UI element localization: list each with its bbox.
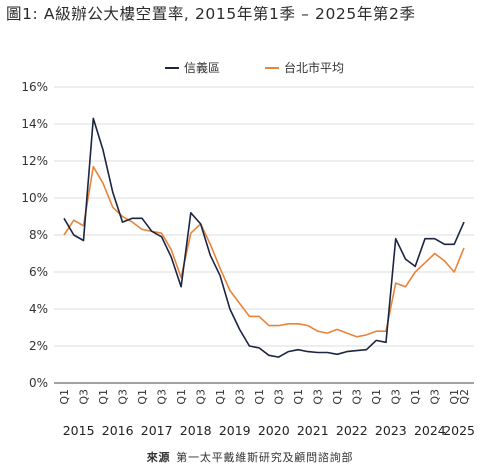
x-tick-label: Q3 (351, 389, 364, 405)
x-year-label: 2016 (102, 423, 134, 438)
series-line (63, 165, 465, 338)
y-tick-label: 0% (29, 376, 48, 390)
x-tick-label: Q3 (312, 389, 325, 405)
x-tick-label: Q1 (97, 389, 110, 405)
x-year-label: 2018 (180, 423, 212, 438)
y-tick-label: 2% (29, 339, 48, 353)
legend-label: 台北市平均 (284, 60, 344, 75)
x-tick-label: Q1 (292, 389, 305, 405)
y-tick-label: 6% (29, 265, 48, 279)
x-tick-label: Q3 (117, 389, 130, 405)
x-tick-label: Q1 (58, 389, 71, 405)
x-year-label: 2017 (141, 423, 173, 438)
y-tick-label: 10% (21, 191, 48, 205)
x-year-label: 2023 (375, 423, 407, 438)
y-tick-label: 16% (21, 80, 48, 94)
x-year-label: 2020 (258, 423, 290, 438)
x-year-label: 2015 (63, 423, 95, 438)
x-year-label: 2021 (297, 423, 329, 438)
y-tick-label: 12% (21, 154, 48, 168)
x-tick-label: Q1 (370, 389, 383, 405)
series-line (63, 117, 465, 358)
y-tick-label: 4% (29, 302, 48, 316)
x-year-label: 2022 (336, 423, 368, 438)
y-tick-label: 8% (29, 228, 48, 242)
x-tick-label: Q3 (273, 389, 286, 405)
x-tick-label: Q1 (214, 389, 227, 405)
x-tick-label: Q1 (253, 389, 266, 405)
x-tick-label: Q1 (331, 389, 344, 405)
x-tick-label: Q1 (409, 389, 422, 405)
x-tick-label: Q3 (234, 389, 247, 405)
x-year-label: 2024 (414, 423, 446, 438)
x-tick-label: Q2 (458, 389, 471, 405)
legend-label: 信義區 (184, 60, 220, 75)
x-tick-label: Q1 (175, 389, 188, 405)
x-tick-label: Q3 (156, 389, 169, 405)
source-text: 第一太平戴維斯研究及顧問諮詢部 (176, 451, 354, 464)
chart-title: 圖1: A級辦公大樓空置率, 2015年第1季 – 2025年第2季 (6, 5, 416, 23)
x-tick-label: Q3 (195, 389, 208, 405)
x-year-label: 2019 (219, 423, 251, 438)
x-year-label: 2025 (443, 423, 475, 438)
x-tick-label: Q3 (429, 389, 442, 405)
x-tick-label: Q3 (390, 389, 403, 405)
x-tick-label: Q1 (448, 389, 461, 405)
source-label: 來源 (146, 451, 171, 464)
x-tick-label: Q1 (136, 389, 149, 405)
x-tick-label: Q3 (78, 389, 91, 405)
y-tick-label: 14% (21, 117, 48, 131)
source-note: 來源 第一太平戴維斯研究及顧問諮詢部 (0, 449, 500, 465)
